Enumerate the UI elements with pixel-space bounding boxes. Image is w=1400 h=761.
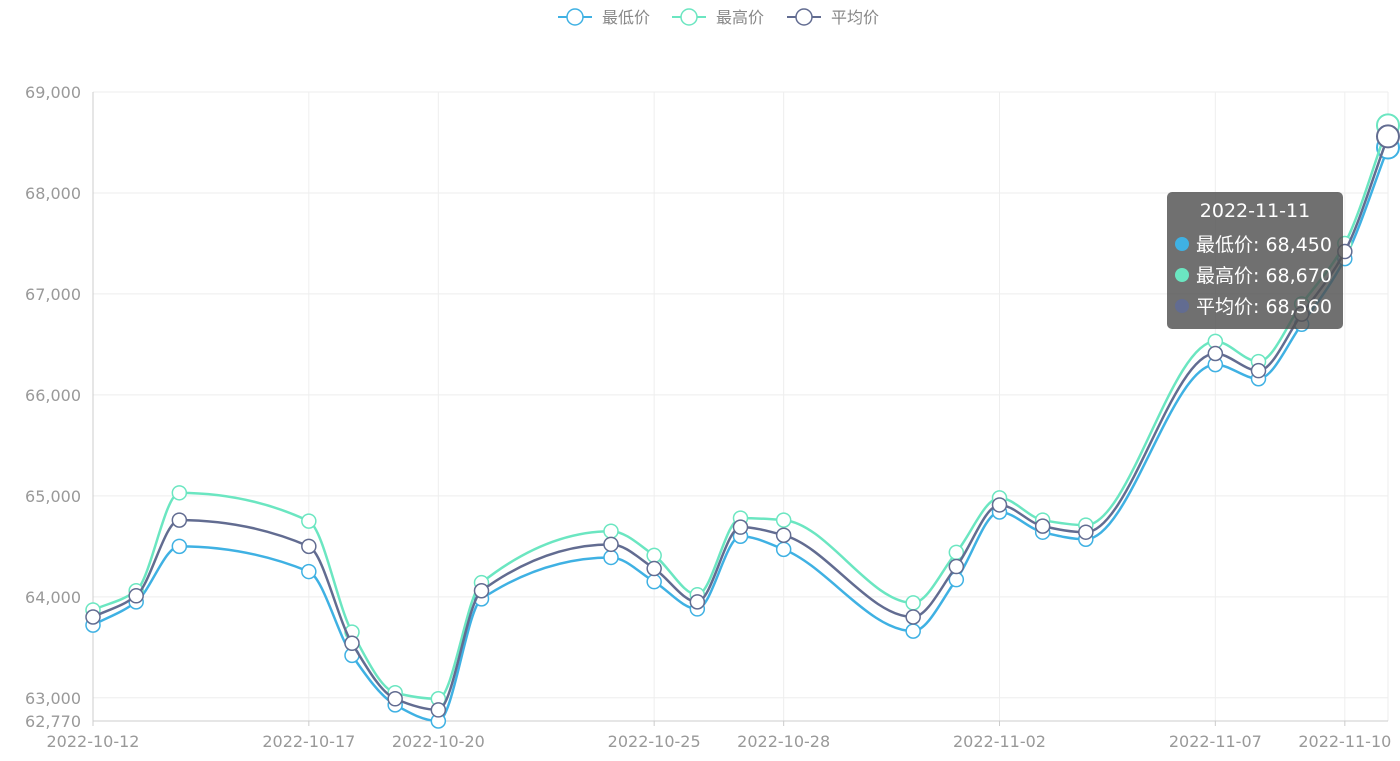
tooltip-row-min: 最低价: 68,450: [1175, 228, 1343, 259]
axes: 62,770 63,000 64,000 65,000 66,000 67,000 68,0…: [25, 83, 1391, 751]
y-tick-label: 64,000: [25, 588, 81, 607]
data-point: [775, 527, 792, 543]
y-tick-label: 69,000: [25, 83, 81, 102]
y-tick-label: 62,770: [25, 712, 81, 731]
data-point: [1376, 124, 1400, 149]
tooltip-row-max: 最高价: 68,670: [1175, 259, 1343, 290]
data-point: [1207, 345, 1224, 362]
legend-item-1[interactable]: 最高价: [672, 8, 764, 27]
tooltip-label-avg: 平均价: 68,560: [1196, 296, 1332, 318]
legend-item-0[interactable]: 最低价: [558, 8, 650, 27]
legend-item-2[interactable]: 平均价: [787, 8, 879, 27]
tooltip-label-max: 最高价: 68,670: [1196, 265, 1332, 287]
tooltip-title: 2022-11-11: [1199, 200, 1311, 222]
x-tick-label: 2022-11-02: [953, 732, 1046, 751]
x-tick-label: 2022-11-07: [1169, 732, 1262, 751]
grid-lines: [93, 91, 1389, 721]
data-point: [344, 635, 360, 652]
y-tick-label: 67,000: [25, 285, 81, 304]
x-tick-label: 2022-10-12: [47, 732, 140, 751]
data-point: [646, 560, 662, 577]
legend-label: 最高价: [716, 8, 764, 27]
data-point: [171, 512, 188, 528]
legend[interactable]: 最低价 最高价 平均价: [558, 8, 879, 27]
tooltip-dot-max: [1175, 267, 1189, 282]
y-tick-label: 63,000: [25, 689, 81, 708]
data-point: [430, 702, 447, 718]
legend-marker-icon: [795, 8, 813, 26]
data-point: [646, 547, 662, 564]
data-point: [301, 513, 317, 529]
legend-marker-icon: [680, 8, 698, 26]
data-point: [171, 485, 188, 501]
x-tick-label: 2022-10-25: [608, 732, 701, 751]
tooltip-row-avg: 平均价: 68,560: [1175, 290, 1343, 321]
data-point: [646, 573, 662, 590]
tooltip-dot-avg: [1175, 298, 1189, 313]
data-point: [301, 563, 317, 580]
data-point: [128, 588, 144, 604]
x-tick-label: 2022-10-20: [392, 732, 485, 751]
data-point: [603, 536, 619, 553]
tooltip-label-min: 最低价: 68,450: [1196, 234, 1332, 256]
tooltip: 2022-11-11 最低价: 68,450 最高价: 68,670 平均价: …: [1167, 192, 1343, 329]
data-point: [905, 609, 921, 625]
series-lines: [85, 113, 1400, 729]
data-point: [387, 691, 403, 707]
data-point: [775, 512, 792, 528]
data-point: [1034, 518, 1051, 534]
data-point: [948, 558, 965, 575]
data-point: [732, 519, 749, 535]
data-point: [301, 538, 317, 555]
data-point: [775, 541, 792, 558]
data-point: [473, 583, 490, 599]
data-point: [171, 538, 188, 555]
y-tick-label: 65,000: [25, 487, 81, 506]
tooltip-dot-min: [1175, 236, 1189, 251]
data-point: [689, 594, 706, 610]
legend-label: 最低价: [602, 8, 650, 27]
data-point: [603, 549, 619, 566]
legend-label: 平均价: [831, 8, 879, 27]
data-point: [1250, 362, 1267, 379]
legend-marker-icon: [566, 8, 584, 26]
y-tick-label: 66,000: [25, 386, 81, 405]
data-point: [603, 523, 619, 539]
data-point: [85, 609, 101, 625]
y-tick-label: 68,000: [25, 184, 81, 203]
data-point: [905, 595, 921, 611]
x-tick-label: 2022-11-10: [1298, 732, 1391, 751]
x-tick-label: 2022-10-28: [737, 732, 830, 751]
data-point: [991, 497, 1008, 513]
x-tick-label: 2022-10-17: [262, 732, 355, 751]
data-point: [905, 623, 921, 639]
data-point: [1078, 524, 1094, 540]
